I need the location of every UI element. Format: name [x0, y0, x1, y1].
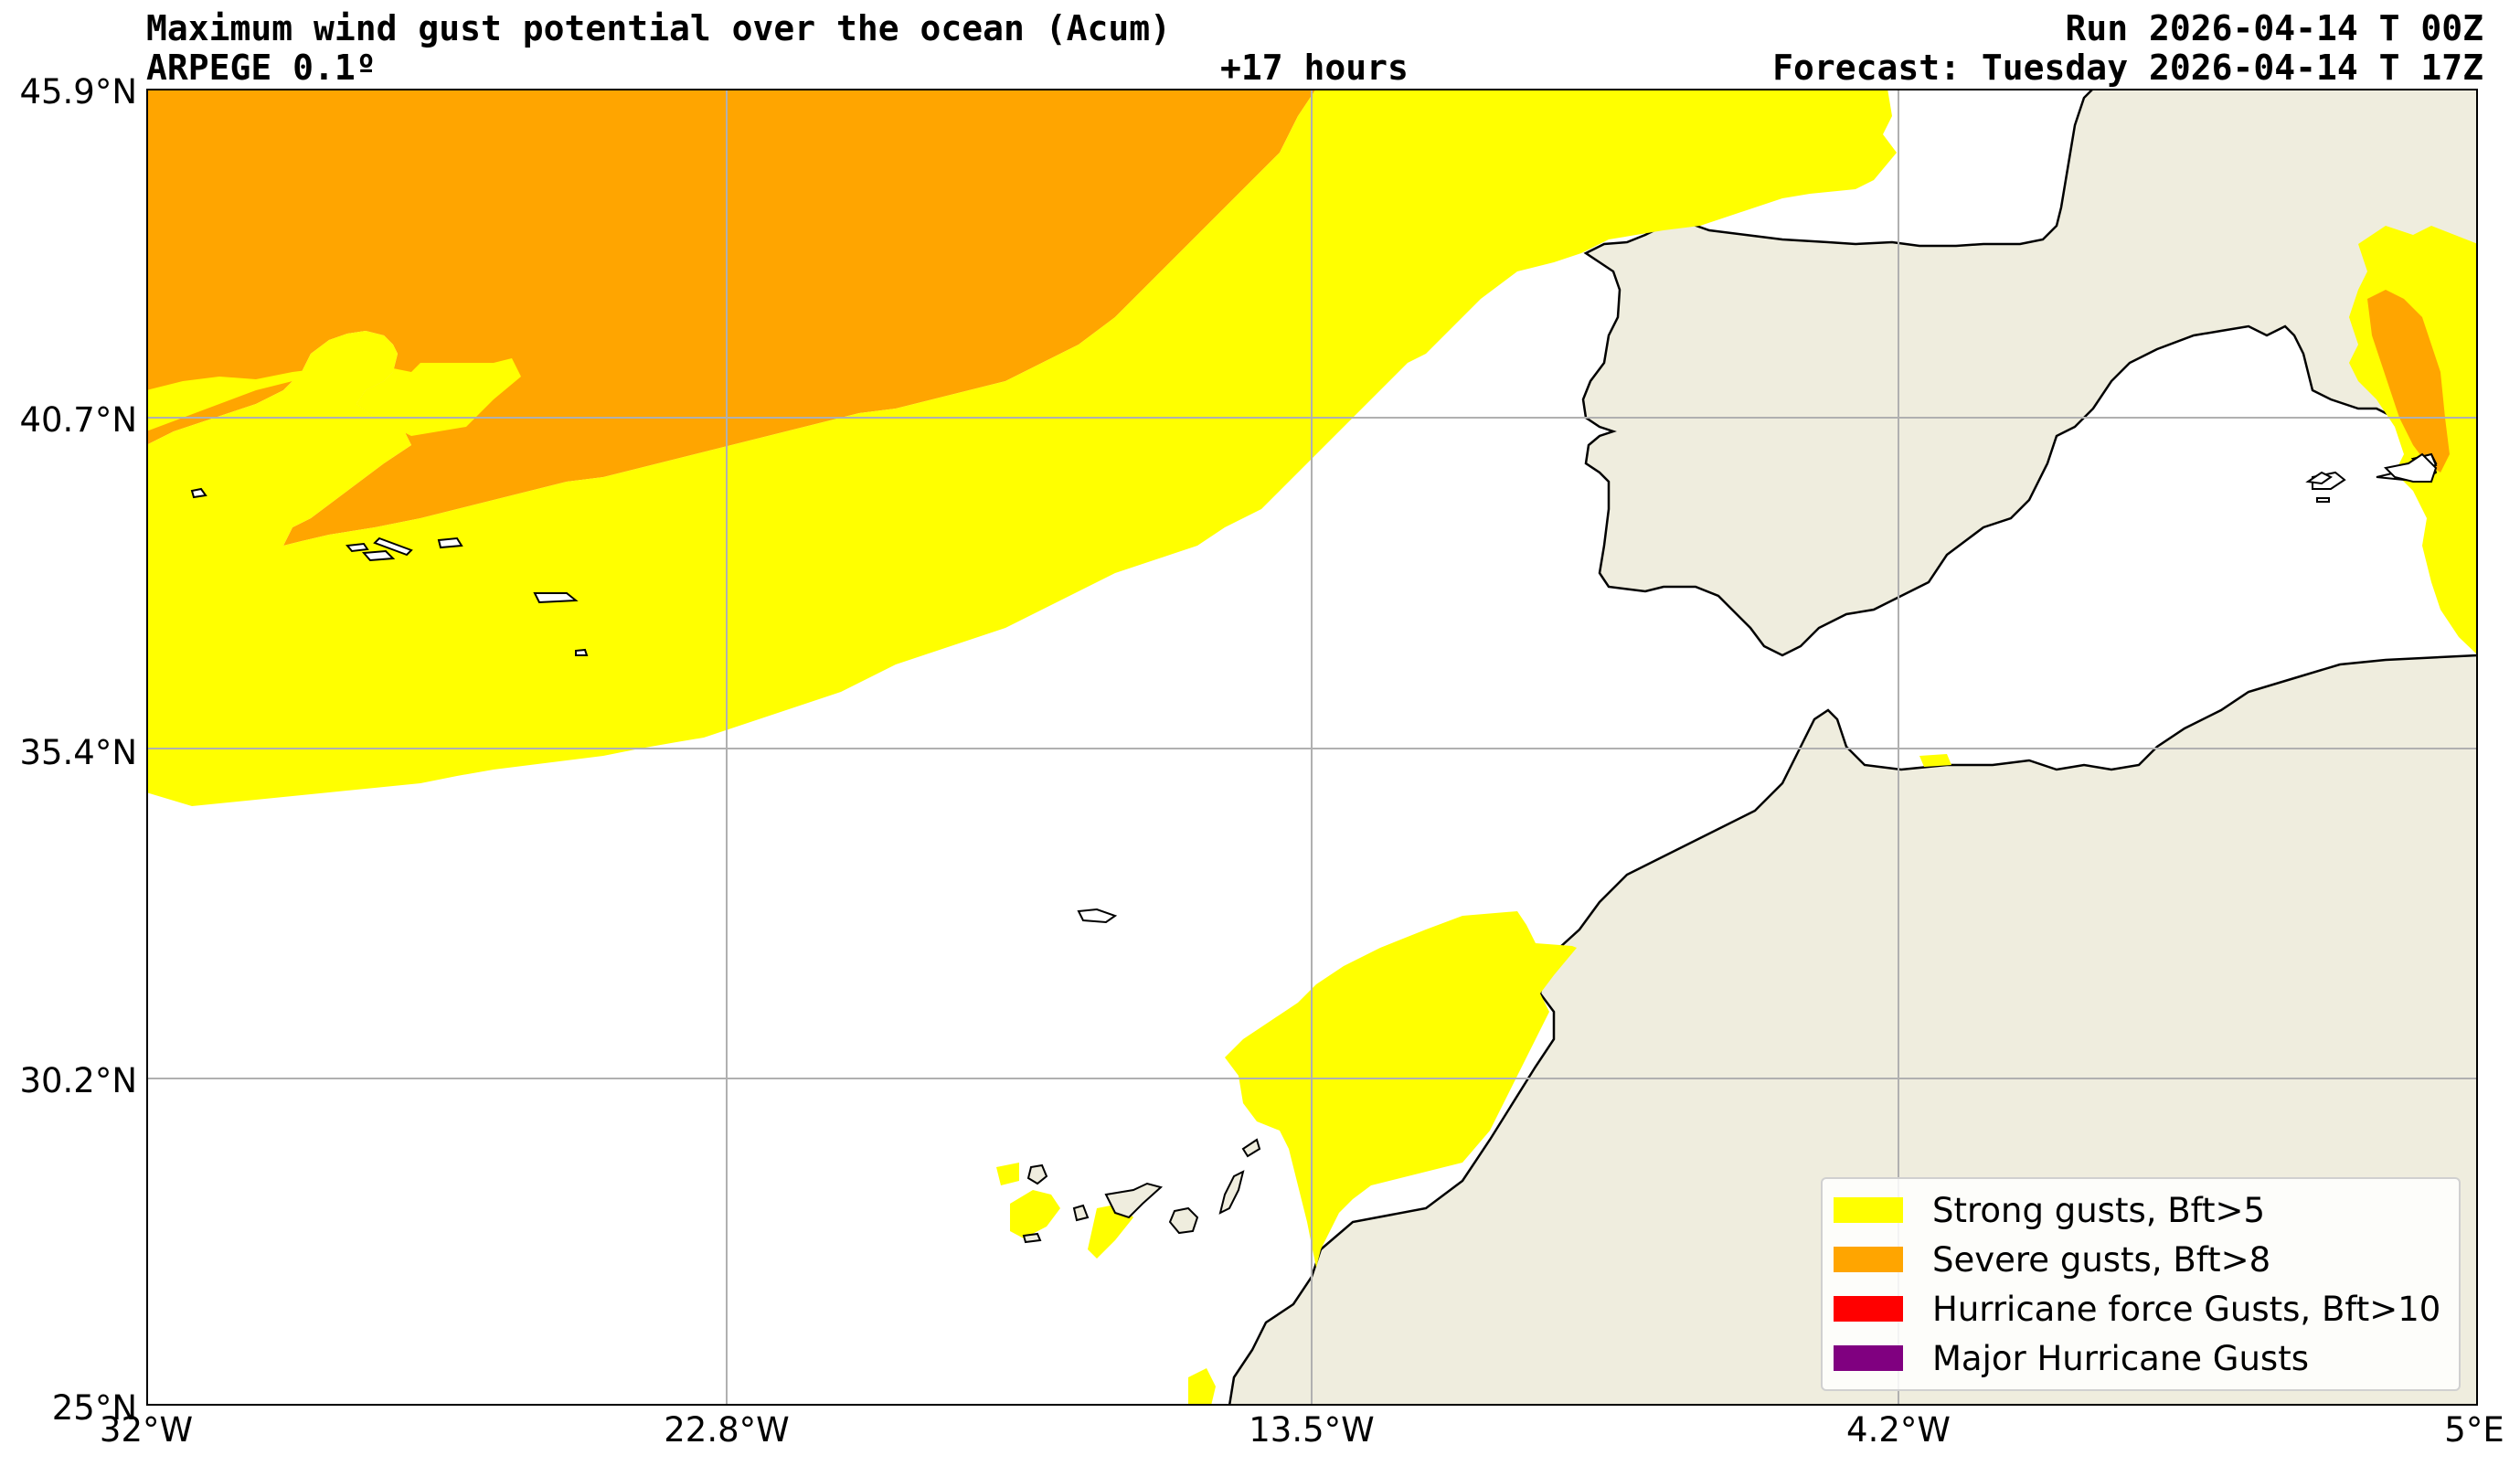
x-tick-label: 32°W — [99, 1410, 194, 1450]
lead-time-label: +17 hours — [1220, 48, 1409, 88]
iberia-land — [1581, 89, 2478, 657]
strong-gusts-nw-patch — [146, 358, 521, 436]
legend-swatch-major — [1834, 1345, 1903, 1371]
y-tick-label: 40.7°N — [19, 400, 137, 440]
legend-swatch-hurricane — [1834, 1296, 1903, 1322]
y-tick-label: 45.9°N — [19, 72, 137, 112]
legend-label: Hurricane force Gusts, Bft>10 — [1932, 1289, 2441, 1329]
x-tick-label: 4.2°W — [1846, 1410, 1951, 1450]
severe-gusts-corsica — [2367, 290, 2450, 473]
balearic-main — [2383, 452, 2438, 483]
legend-item-hurricane: Hurricane force Gusts, Bft>10 — [1823, 1289, 2441, 1329]
model-label: ARPEGE 0.1º — [146, 48, 377, 88]
gridlines — [146, 89, 2478, 1406]
strong-gusts-atlantic — [146, 89, 1897, 806]
y-tick-label: 35.4°N — [19, 733, 137, 772]
x-tick-label: 13.5°W — [1249, 1410, 1375, 1450]
map-frame — [146, 89, 2478, 1406]
mallorca-island — [2305, 471, 2333, 485]
legend-item-severe: Severe gusts, Bft>8 — [1823, 1239, 2271, 1280]
azores-island — [190, 487, 589, 656]
strong-gusts-alboran — [1919, 754, 1951, 767]
legend-item-major: Major Hurricane Gusts — [1823, 1338, 2309, 1378]
x-tick-label: 22.8°W — [664, 1410, 790, 1450]
y-tick-label: 30.2°N — [19, 1061, 137, 1100]
strong-gusts-morocco — [1225, 911, 1577, 1268]
strong-gusts-tail — [1188, 1368, 1216, 1406]
x-tick-label: 5°E — [2444, 1410, 2504, 1450]
legend-label: Strong gusts, Bft>5 — [1932, 1190, 2266, 1230]
legend-label: Severe gusts, Bft>8 — [1932, 1239, 2271, 1280]
map-title: Maximum wind gust potential over the oce… — [146, 8, 1172, 48]
legend-swatch-severe — [1834, 1247, 1903, 1272]
legend-label: Major Hurricane Gusts — [1932, 1338, 2309, 1378]
forecast-label: Forecast: Tuesday 2026-04-14 T 17Z — [1772, 48, 2483, 88]
legend: Strong gusts, Bft>5 Severe gusts, Bft>8 … — [1821, 1177, 2461, 1391]
legend-item-strong: Strong gusts, Bft>5 — [1823, 1190, 2266, 1230]
legend-swatch-strong — [1834, 1197, 1903, 1223]
y-tick-label: 25°N — [51, 1388, 137, 1428]
run-label: Run 2026-04-14 T 00Z — [2065, 8, 2483, 48]
madeira-island — [1077, 908, 1118, 924]
map-plot — [146, 89, 2478, 1406]
canary-islands — [1022, 1138, 1261, 1244]
